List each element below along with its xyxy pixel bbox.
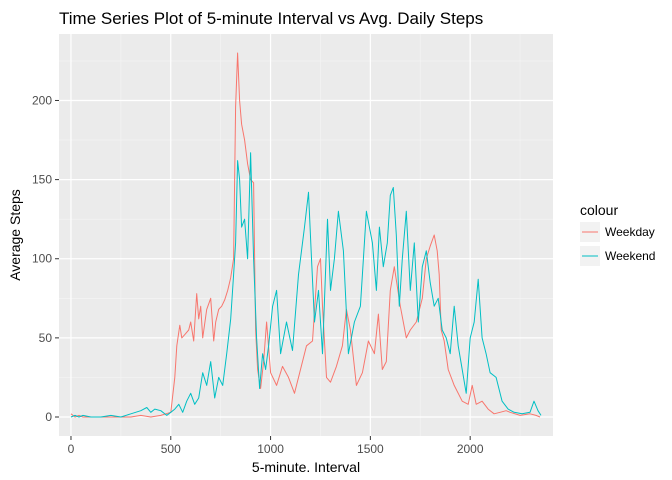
legend-label: Weekend — [605, 249, 655, 263]
chart-title: Time Series Plot of 5-minute Interval vs… — [59, 9, 483, 28]
legend-title: colour — [580, 202, 618, 218]
series-line-weekend — [70, 152, 542, 418]
legend-item-weekend: Weekend — [580, 246, 655, 266]
x-tick-label: 500 — [161, 442, 181, 456]
y-axis: 0 50 100 150 200 — [32, 93, 59, 424]
x-axis: 0 500 1000 1500 2000 — [68, 436, 484, 456]
legend-items: Weekday Weekend — [580, 222, 655, 266]
y-tick-label: 100 — [32, 252, 52, 266]
legend-label: Weekday — [605, 225, 655, 239]
plot-panel — [59, 34, 553, 436]
y-tick-label: 0 — [45, 410, 52, 424]
y-axis-title: Average Steps — [7, 189, 23, 281]
x-tick-label: 1000 — [257, 442, 284, 456]
x-tick-label: 1500 — [357, 442, 384, 456]
x-tick-label: 0 — [68, 442, 75, 456]
series-layer — [70, 52, 542, 418]
y-tick-label: 200 — [32, 93, 52, 107]
series-line-weekday — [70, 52, 541, 418]
legend-item-weekday: Weekday — [580, 222, 655, 242]
y-tick-label: 50 — [39, 331, 53, 345]
x-tick-label: 2000 — [457, 442, 484, 456]
legend: colour Weekday Weekend — [580, 202, 655, 266]
x-axis-title: 5-minute. Interval — [252, 459, 360, 475]
y-tick-label: 150 — [32, 173, 52, 187]
